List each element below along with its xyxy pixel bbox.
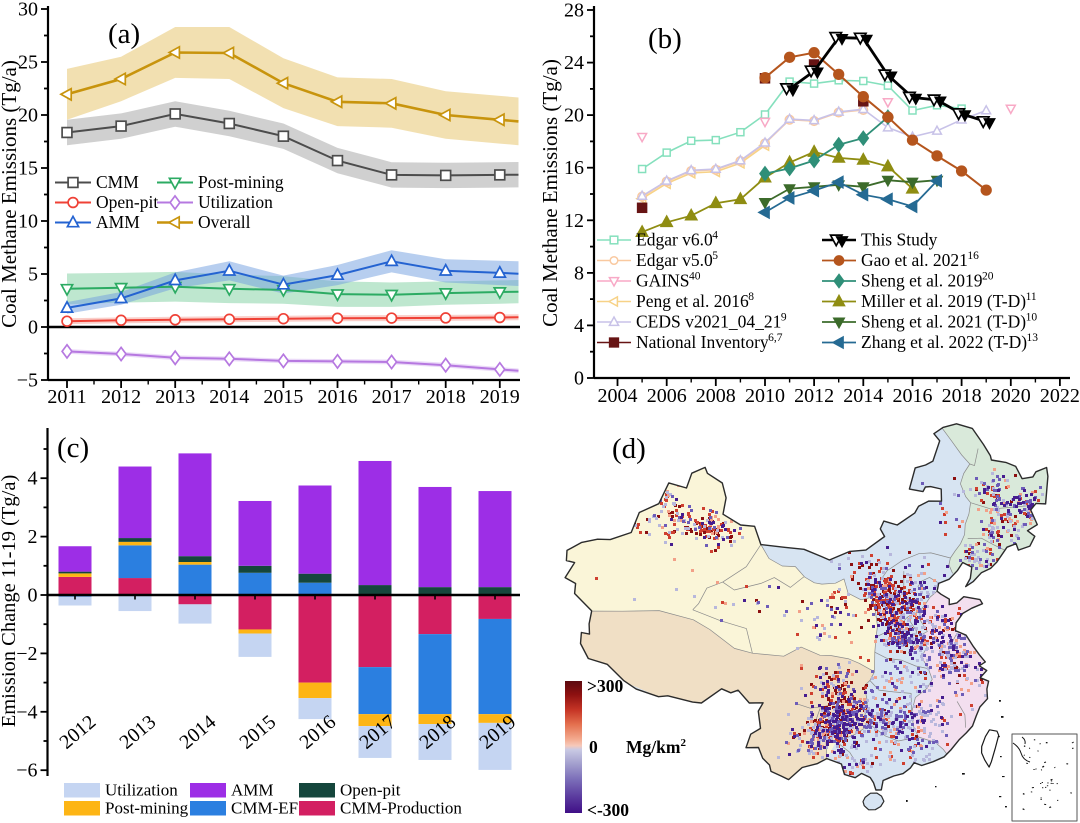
svg-text:Miller et al. 2019 (T-D)11: Miller et al. 2019 (T-D)11 [861,291,1037,311]
svg-text:2020: 2020 [991,385,1031,407]
svg-text:(c): (c) [57,432,89,464]
svg-text:4: 4 [574,315,584,337]
svg-text:24: 24 [564,52,584,74]
svg-text:Utilization: Utilization [198,192,273,212]
svg-text:Gao et al. 202116: Gao et al. 202116 [861,250,979,270]
svg-text:Sheng et al. 201920: Sheng et al. 201920 [861,271,994,291]
svg-text:28: 28 [564,0,584,22]
svg-text:0: 0 [28,317,38,339]
svg-text:2012: 2012 [794,385,834,407]
svg-text:2: 2 [28,526,38,548]
svg-text:2013: 2013 [115,711,160,754]
svg-text:2015: 2015 [263,386,303,408]
svg-text:Post-mining: Post-mining [105,799,189,818]
svg-text:20: 20 [18,105,38,127]
svg-text:8: 8 [574,262,584,284]
svg-text:Sheng et al. 2021 (T-D)10: Sheng et al. 2021 (T-D)10 [861,312,1037,332]
svg-text:2014: 2014 [175,711,220,754]
svg-text:2016: 2016 [318,386,358,408]
svg-text:0: 0 [28,585,38,607]
svg-text:<-300: <-300 [587,800,629,820]
svg-text:0: 0 [589,737,598,757]
svg-text:Open-pit: Open-pit [96,192,158,212]
svg-text:Emission Change 11-19 (Tg/a): Emission Change 11-19 (Tg/a) [0,475,20,728]
svg-text:CEDS v2021_04_219: CEDS v2021_04_219 [636,312,787,332]
svg-text:GAINS40: GAINS40 [636,271,701,291]
svg-text:Zhang et al. 2022 (T-D)13: Zhang et al. 2022 (T-D)13 [861,332,1038,352]
svg-text:AMM: AMM [231,781,274,800]
svg-text:30: 30 [18,0,38,21]
svg-text:2019: 2019 [480,386,520,408]
svg-text:Edgar v6.04: Edgar v6.04 [636,230,718,250]
svg-text:Edgar v5.05: Edgar v5.05 [636,250,718,270]
svg-text:2012: 2012 [101,386,141,408]
svg-text:−6: −6 [16,760,37,782]
svg-text:Utilization: Utilization [105,781,178,800]
svg-text:12: 12 [564,210,584,232]
svg-text:Overall: Overall [198,212,251,232]
svg-text:2018: 2018 [426,386,466,408]
svg-text:20: 20 [564,105,584,127]
svg-text:(d): (d) [612,433,646,465]
svg-text:−5: −5 [17,370,38,392]
svg-text:Mg/km2: Mg/km2 [626,737,686,757]
svg-text:2012: 2012 [55,711,100,754]
svg-text:2014: 2014 [843,385,883,407]
svg-text:−4: −4 [16,701,37,723]
svg-text:2014: 2014 [209,386,249,408]
svg-text:CMM-EF: CMM-EF [231,799,298,818]
svg-text:CMM: CMM [96,172,139,192]
svg-text:0: 0 [574,368,584,390]
svg-text:2018: 2018 [942,385,982,407]
svg-text:This Study: This Study [861,230,938,250]
svg-text:>300: >300 [587,676,623,696]
svg-text:Peng et al. 20168: Peng et al. 20168 [636,291,754,311]
svg-text:4: 4 [28,468,38,490]
svg-text:25: 25 [18,52,38,74]
svg-text:2004: 2004 [598,385,638,407]
svg-text:2006: 2006 [647,385,687,407]
svg-text:2022: 2022 [1040,385,1080,407]
svg-text:2011: 2011 [47,386,86,408]
svg-text:2016: 2016 [893,385,933,407]
svg-text:16: 16 [564,157,584,179]
svg-text:2008: 2008 [696,385,736,407]
svg-text:(b): (b) [648,23,682,55]
svg-text:(a): (a) [108,18,140,50]
svg-text:5: 5 [28,264,38,286]
svg-text:−2: −2 [16,643,37,665]
svg-text:2017: 2017 [372,386,412,408]
svg-text:Post-mining: Post-mining [198,172,284,192]
svg-text:Coal Methane Emissions (Tg/a): Coal Methane Emissions (Tg/a) [0,60,21,328]
svg-text:2013: 2013 [155,386,195,408]
svg-text:AMM: AMM [96,212,140,232]
svg-text:Coal Methane Emissions (Tg/a): Coal Methane Emissions (Tg/a) [538,59,562,327]
svg-text:2010: 2010 [745,385,785,407]
svg-text:2015: 2015 [235,711,280,754]
svg-text:15: 15 [18,158,38,180]
svg-text:National Inventory6,7: National Inventory6,7 [636,332,783,352]
svg-text:Open-pit: Open-pit [340,781,401,800]
svg-text:10: 10 [18,211,38,233]
svg-text:CMM-Production: CMM-Production [340,799,462,818]
